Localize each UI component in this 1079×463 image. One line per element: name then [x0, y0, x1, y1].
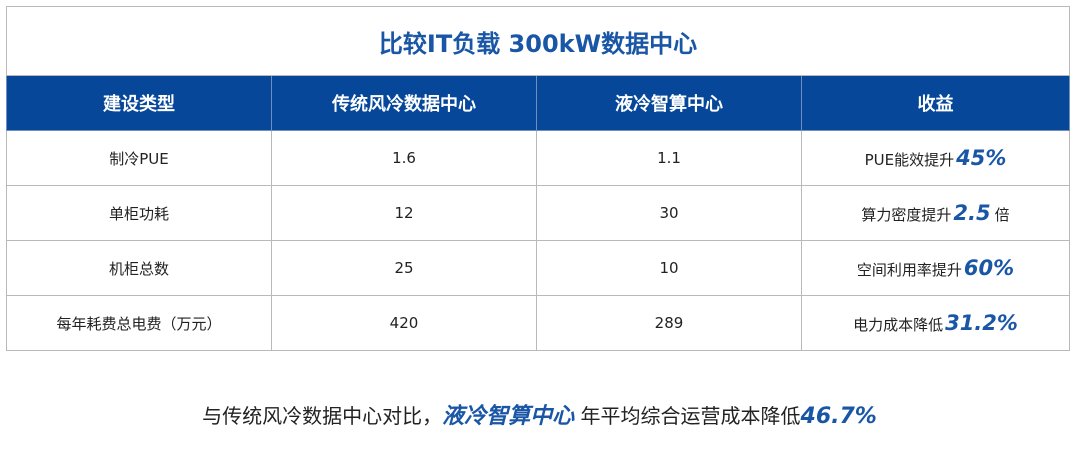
column-header-type: 建设类型	[6, 75, 272, 131]
table-row: 单柜功耗 12 30 算力密度提升2.5 倍	[6, 185, 1070, 241]
cell-type: 制冷PUE	[6, 130, 272, 186]
column-header-liquid: 液冷智算中心	[536, 75, 802, 131]
cell-liquid: 1.1	[536, 130, 802, 186]
benefit-value: 45%	[956, 146, 1007, 170]
cell-benefit: 空间利用率提升60%	[801, 240, 1070, 296]
benefit-text: 算力密度提升	[861, 206, 952, 224]
cell-traditional: 12	[271, 185, 537, 241]
comparison-table: 比较IT负载 300kW数据中心 建设类型 传统风冷数据中心 液冷智算中心 收益…	[6, 6, 1070, 351]
cell-traditional: 1.6	[271, 130, 537, 186]
table-header-row: 建设类型 传统风冷数据中心 液冷智算中心 收益	[6, 75, 1070, 131]
cell-benefit: PUE能效提升45%	[801, 130, 1070, 186]
comparison-table-container: 比较IT负载 300kW数据中心 建设类型 传统风冷数据中心 液冷智算中心 收益…	[6, 6, 1070, 351]
benefit-value: 60%	[963, 256, 1015, 280]
table-title-row: 比较IT负载 300kW数据中心	[6, 6, 1070, 76]
cell-liquid: 10	[536, 240, 802, 296]
cell-liquid: 289	[536, 295, 802, 351]
cell-type: 每年耗费总电费（万元）	[6, 295, 272, 351]
table-title: 比较IT负载 300kW数据中心	[6, 6, 1070, 76]
cell-traditional: 25	[271, 240, 537, 296]
column-header-traditional: 传统风冷数据中心	[271, 75, 537, 131]
summary-value: 46.7%	[800, 404, 877, 429]
cell-liquid: 30	[536, 185, 802, 241]
benefit-value: 2.5	[953, 201, 991, 225]
benefit-suffix: 倍	[994, 206, 1010, 224]
benefit-text: PUE能效提升	[864, 151, 955, 169]
cell-benefit: 电力成本降低31.2%	[801, 295, 1070, 351]
summary-prefix: 与传统风冷数据中心对比，	[202, 404, 443, 428]
table-row: 机柜总数 25 10 空间利用率提升60%	[6, 240, 1070, 296]
benefit-value: 31.2%	[945, 311, 1018, 335]
table-row: 每年耗费总电费（万元） 420 289 电力成本降低31.2%	[6, 295, 1070, 351]
column-header-benefit: 收益	[801, 75, 1070, 131]
table-row: 制冷PUE 1.6 1.1 PUE能效提升45%	[6, 130, 1070, 186]
cell-benefit: 算力密度提升2.5 倍	[801, 185, 1070, 241]
summary-highlight: 液冷智算中心	[442, 404, 575, 429]
cell-type: 单柜功耗	[6, 185, 272, 241]
benefit-text: 电力成本降低	[853, 316, 944, 334]
summary-middle: 年平均综合运营成本降低	[574, 404, 801, 428]
benefit-text: 空间利用率提升	[856, 261, 962, 279]
summary-statement: 与传统风冷数据中心对比，液冷智算中心 年平均综合运营成本降低46.7%	[0, 398, 1079, 430]
cell-traditional: 420	[271, 295, 537, 351]
cell-type: 机柜总数	[6, 240, 272, 296]
